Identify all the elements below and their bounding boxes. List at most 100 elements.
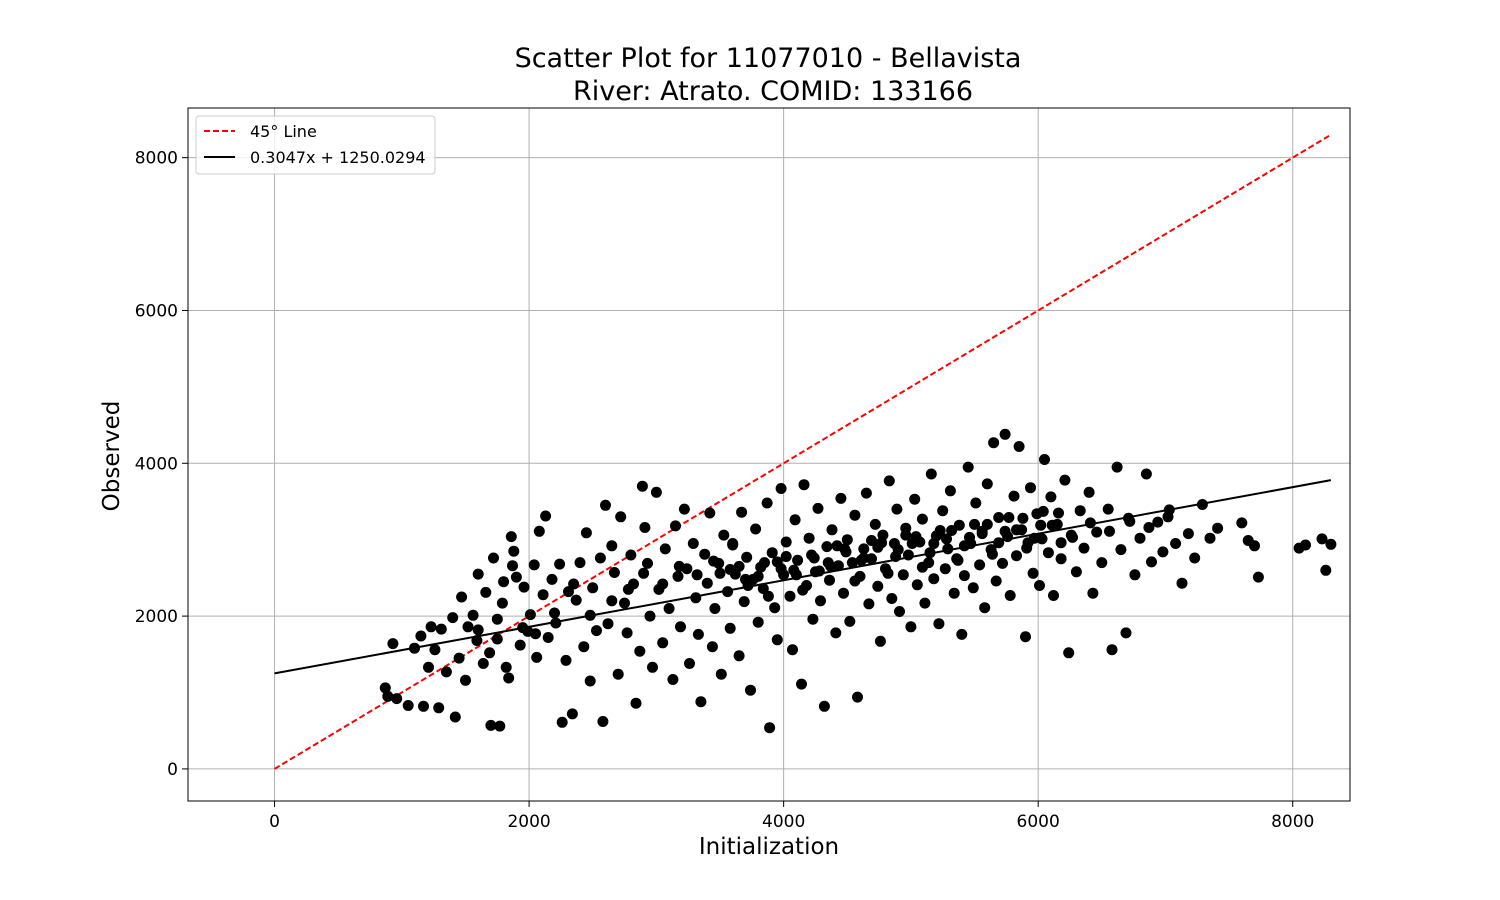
data-point <box>812 502 824 514</box>
legend-label-fit-line: 0.3047x + 1250.0294 <box>250 148 426 167</box>
data-point <box>531 651 543 663</box>
data-point <box>560 654 572 666</box>
data-point <box>537 589 549 601</box>
data-point <box>824 574 835 586</box>
data-point <box>788 564 800 576</box>
data-point <box>709 603 721 614</box>
data-point <box>453 652 465 664</box>
data-point <box>1162 511 1174 523</box>
data-point <box>639 522 651 533</box>
data-point <box>587 582 599 594</box>
data-point <box>953 519 965 531</box>
data-point <box>1115 544 1127 556</box>
data-point <box>1055 537 1067 549</box>
data-point <box>1083 486 1095 498</box>
data-point <box>1017 512 1029 524</box>
data-point <box>821 541 833 553</box>
data-point <box>1013 441 1025 452</box>
data-point <box>892 544 904 556</box>
data-point <box>1020 631 1031 643</box>
data-point <box>554 558 566 570</box>
data-point <box>657 637 669 649</box>
chart-title-line2: River: Atrato. COMID: 133166 <box>573 76 973 107</box>
data-point <box>1037 505 1049 517</box>
data-point <box>882 567 894 579</box>
data-point <box>1074 505 1086 517</box>
data-point <box>621 627 633 639</box>
data-point <box>1021 542 1033 554</box>
data-point <box>745 684 756 696</box>
data-point <box>924 547 936 559</box>
data-point <box>467 609 479 621</box>
plot-area-frame <box>187 107 1351 802</box>
data-point <box>1300 539 1311 551</box>
data-point <box>771 556 783 568</box>
data-point <box>1028 532 1040 544</box>
data-point <box>761 497 773 509</box>
data-point <box>708 555 720 567</box>
data-point <box>967 582 979 594</box>
data-point <box>718 529 730 541</box>
data-point <box>764 722 776 734</box>
data-point <box>1084 517 1096 529</box>
data-point <box>684 658 695 669</box>
data-point <box>480 586 492 598</box>
data-point <box>958 570 970 582</box>
data-point <box>838 587 849 599</box>
data-point <box>792 554 804 566</box>
y-tick-label: 4000 <box>135 454 178 474</box>
data-point <box>722 586 734 598</box>
y-axis-ticks: 0 2000 4000 6000 8000 <box>135 149 188 780</box>
data-point <box>409 642 420 654</box>
data-point <box>496 597 508 609</box>
data-point <box>701 577 713 589</box>
x-tick-label: 8000 <box>1271 812 1314 832</box>
data-point <box>976 528 988 540</box>
data-point <box>988 437 1000 449</box>
data-point <box>1123 512 1134 524</box>
data-point <box>970 497 982 509</box>
data-point <box>784 590 796 602</box>
data-point <box>1157 546 1169 558</box>
data-point <box>606 540 618 552</box>
data-point <box>556 716 568 728</box>
data-point <box>1065 529 1077 541</box>
data-point <box>1140 468 1152 480</box>
data-point <box>934 525 946 536</box>
data-point <box>672 570 684 582</box>
data-point <box>787 644 798 656</box>
data-point <box>415 630 427 642</box>
data-point <box>1045 491 1057 503</box>
data-point <box>1120 627 1132 639</box>
data-point <box>574 557 586 569</box>
data-point <box>727 538 739 549</box>
data-point <box>759 557 770 569</box>
data-point <box>990 575 1002 587</box>
data-point <box>916 561 928 573</box>
data-point <box>835 492 847 504</box>
data-point <box>524 609 536 621</box>
data-point <box>706 641 718 653</box>
data-point <box>491 633 503 645</box>
data-point <box>1134 532 1146 544</box>
data-point <box>1025 482 1036 494</box>
data-point <box>472 568 484 580</box>
data-point <box>663 603 675 614</box>
data-point <box>789 514 801 526</box>
data-point <box>1102 503 1114 515</box>
x-tick-label: 4000 <box>762 812 805 832</box>
data-point <box>528 559 540 571</box>
data-point <box>830 627 842 639</box>
data-point <box>876 537 888 549</box>
data-point <box>517 622 529 634</box>
data-point <box>608 567 620 578</box>
data-point <box>600 499 611 511</box>
y-axis-label: Observed <box>99 401 125 512</box>
data-point <box>387 638 399 650</box>
data-point <box>510 571 522 583</box>
data-point <box>741 551 753 563</box>
data-point <box>584 609 596 621</box>
data-point <box>1249 540 1260 552</box>
data-point <box>533 525 545 537</box>
